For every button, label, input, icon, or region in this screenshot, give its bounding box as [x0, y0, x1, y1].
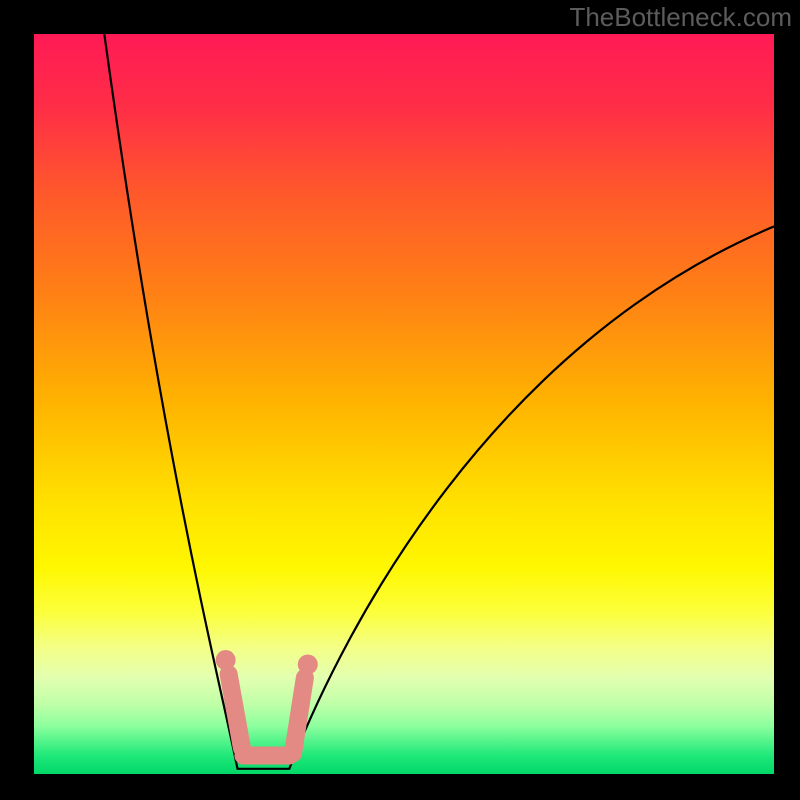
plot-area: [34, 34, 774, 774]
watermark-text: TheBottleneck.com: [569, 2, 792, 33]
gradient-background: [34, 34, 774, 774]
plot-svg: [34, 34, 774, 774]
